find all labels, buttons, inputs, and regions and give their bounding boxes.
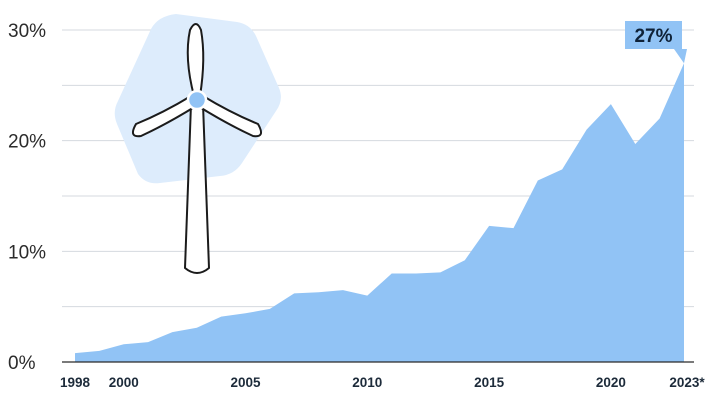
turbine-hub [186, 89, 208, 111]
callout-box [625, 21, 687, 64]
callout-label: 27% [634, 26, 672, 47]
x-tick-label: 2010 [352, 375, 382, 390]
x-tick-label: 2023* [669, 375, 705, 390]
turbine-blade-right [197, 95, 263, 138]
x-tick-label: 2005 [230, 375, 261, 390]
y-tick-label: 10% [8, 242, 46, 263]
value-callout: 27% [625, 21, 687, 64]
x-tick-label: 2000 [109, 375, 139, 390]
area-series [75, 63, 684, 362]
y-tick-label: 30% [8, 21, 46, 42]
x-tick-label: 2015 [474, 375, 505, 390]
axis-layer: 0% 10% 20% 30% 1998 2000 2005 2010 2015 2020 2023* [8, 21, 705, 390]
y-tick-label: 20% [8, 132, 46, 153]
wind-turbine-icon [131, 23, 263, 274]
x-tick-label: 2020 [596, 375, 626, 390]
area-series-layer [75, 63, 684, 362]
turbine-blade-top [186, 23, 205, 97]
y-tick-label: 0% [8, 353, 36, 374]
x-tick-label: 1998 [60, 375, 91, 390]
wind-turbine-illustration [114, 14, 281, 274]
turbine-blade-left [131, 95, 197, 138]
turbine-tower [184, 103, 210, 274]
